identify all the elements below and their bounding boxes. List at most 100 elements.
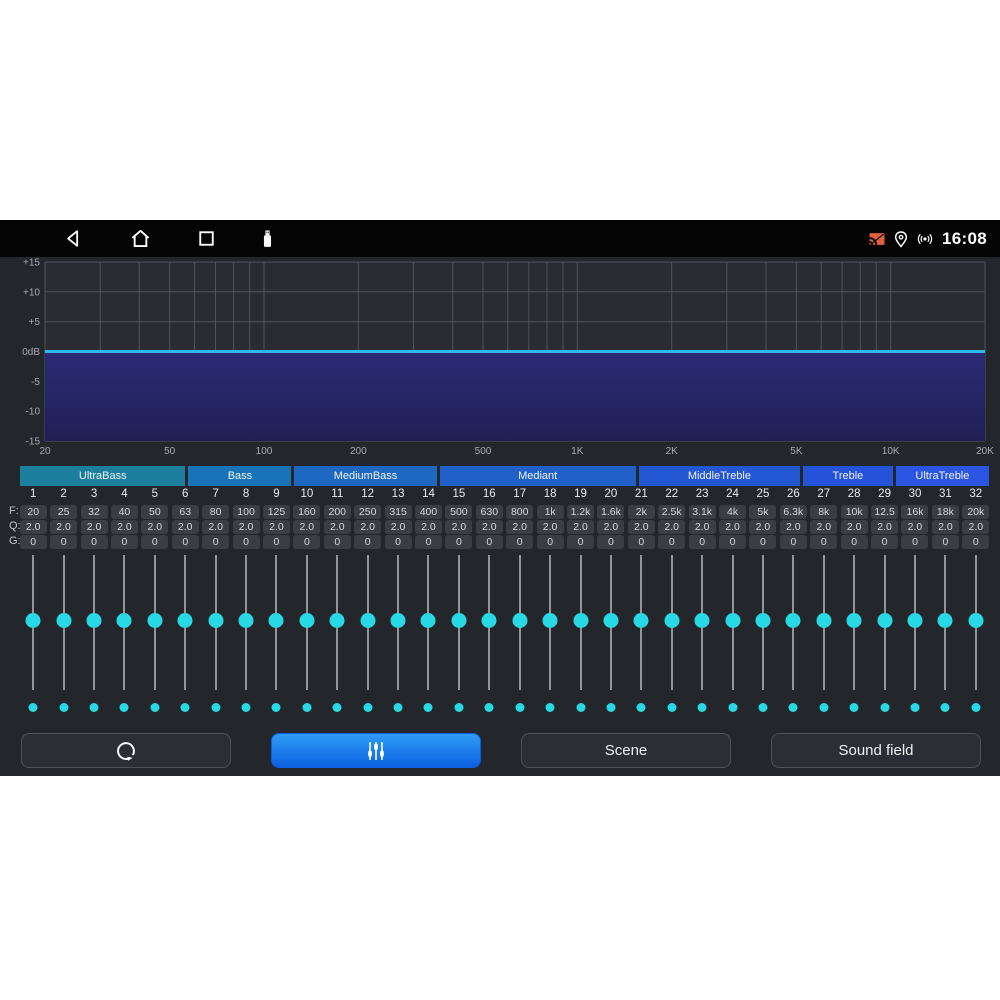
reset-button[interactable]	[21, 733, 231, 768]
freq-box-24[interactable]: 4k	[717, 504, 747, 519]
q-box-17[interactable]: 2.0	[505, 519, 535, 534]
slider-knob[interactable]	[25, 613, 41, 628]
freq-box-7[interactable]: 80	[200, 504, 230, 519]
freq-box-9[interactable]: 125	[261, 504, 291, 519]
gain-box-value[interactable]: 0	[536, 534, 564, 549]
gain-box-value[interactable]: 0	[232, 534, 260, 549]
band-segment-ultratreble[interactable]: UltraTreble	[895, 466, 990, 486]
freq-box-25[interactable]: 5k	[748, 504, 778, 519]
gain-box-value[interactable]: 0	[262, 534, 290, 549]
freq-box-value[interactable]: 2k	[627, 504, 655, 519]
freq-box-13[interactable]: 315	[383, 504, 413, 519]
q-box-14[interactable]: 2.0	[413, 519, 443, 534]
freq-box-14[interactable]: 400	[413, 504, 443, 519]
gain-box-12[interactable]: 0	[352, 534, 382, 549]
freq-box-4[interactable]: 40	[109, 504, 139, 519]
gain-box-value[interactable]: 0	[658, 534, 686, 549]
freq-box-value[interactable]: 4k	[719, 504, 747, 519]
q-box-7[interactable]: 2.0	[200, 519, 230, 534]
gain-box-value[interactable]: 0	[810, 534, 838, 549]
slider-knob[interactable]	[725, 613, 741, 628]
gain-box-value[interactable]: 0	[719, 534, 747, 549]
q-box-value[interactable]: 2.0	[719, 519, 747, 534]
slider-knob[interactable]	[603, 613, 619, 628]
slider-knob[interactable]	[451, 613, 467, 628]
freq-box-18[interactable]: 1k	[535, 504, 565, 519]
q-box-4[interactable]: 2.0	[109, 519, 139, 534]
gain-box-value[interactable]: 0	[779, 534, 807, 549]
gain-box-16[interactable]: 0	[474, 534, 504, 549]
gain-box-9[interactable]: 0	[261, 534, 291, 549]
gain-box-value[interactable]: 0	[50, 534, 78, 549]
gain-box-13[interactable]: 0	[383, 534, 413, 549]
slider-knob[interactable]	[755, 613, 771, 628]
slider-knob[interactable]	[664, 613, 680, 628]
gain-box-28[interactable]: 0	[839, 534, 869, 549]
q-box-22[interactable]: 2.0	[657, 519, 687, 534]
slider-knob[interactable]	[846, 613, 862, 628]
freq-box-value[interactable]: 250	[354, 504, 382, 519]
gain-box-value[interactable]: 0	[141, 534, 169, 549]
slider-knob[interactable]	[56, 613, 72, 628]
gain-box-value[interactable]: 0	[354, 534, 382, 549]
freq-box-value[interactable]: 63	[171, 504, 199, 519]
home-icon[interactable]	[128, 226, 153, 251]
freq-box-value[interactable]: 10k	[840, 504, 868, 519]
freq-box-17[interactable]: 800	[505, 504, 535, 519]
slider-knob[interactable]	[968, 613, 984, 628]
freq-box-15[interactable]: 500	[444, 504, 474, 519]
freq-box-value[interactable]: 3.1k	[688, 504, 716, 519]
slider-knob[interactable]	[268, 613, 284, 628]
gain-box-15[interactable]: 0	[444, 534, 474, 549]
q-box-2[interactable]: 2.0	[48, 519, 78, 534]
q-box-value[interactable]: 2.0	[141, 519, 169, 534]
slider-knob[interactable]	[907, 613, 923, 628]
slider-knob[interactable]	[785, 613, 801, 628]
gain-box-23[interactable]: 0	[687, 534, 717, 549]
freq-box-23[interactable]: 3.1k	[687, 504, 717, 519]
freq-box-value[interactable]: 32	[80, 504, 108, 519]
freq-box-32[interactable]: 20k	[961, 504, 991, 519]
freq-box-22[interactable]: 2.5k	[657, 504, 687, 519]
slider-knob[interactable]	[390, 613, 406, 628]
sound-field-button[interactable]: Sound field	[771, 733, 981, 768]
freq-box-10[interactable]: 160	[292, 504, 322, 519]
band-segment-mediant[interactable]: Mediant	[439, 466, 636, 486]
freq-box-value[interactable]: 6.3k	[779, 504, 807, 519]
slider-knob[interactable]	[238, 613, 254, 628]
slider-knob[interactable]	[299, 613, 315, 628]
freq-box-value[interactable]: 800	[506, 504, 534, 519]
freq-box-value[interactable]: 160	[293, 504, 321, 519]
gain-box-value[interactable]: 0	[475, 534, 503, 549]
q-box-24[interactable]: 2.0	[717, 519, 747, 534]
slider-knob[interactable]	[116, 613, 132, 628]
q-box-value[interactable]: 2.0	[901, 519, 929, 534]
q-box-21[interactable]: 2.0	[626, 519, 656, 534]
freq-box-value[interactable]: 315	[384, 504, 412, 519]
freq-box-value[interactable]: 16k	[901, 504, 929, 519]
slider-knob[interactable]	[360, 613, 376, 628]
gain-box-value[interactable]: 0	[110, 534, 138, 549]
q-box-32[interactable]: 2.0	[961, 519, 991, 534]
q-box-31[interactable]: 2.0	[930, 519, 960, 534]
freq-box-16[interactable]: 630	[474, 504, 504, 519]
freq-box-value[interactable]: 400	[414, 504, 442, 519]
gain-box-value[interactable]: 0	[931, 534, 959, 549]
freq-box-value[interactable]: 50	[141, 504, 169, 519]
freq-box-1[interactable]: 20	[18, 504, 48, 519]
q-box-value[interactable]: 2.0	[962, 519, 990, 534]
slider-knob[interactable]	[633, 613, 649, 628]
q-box-value[interactable]: 2.0	[384, 519, 412, 534]
freq-box-5[interactable]: 50	[140, 504, 170, 519]
slider-knob[interactable]	[542, 613, 558, 628]
freq-box-value[interactable]: 18k	[931, 504, 959, 519]
freq-box-value[interactable]: 40	[110, 504, 138, 519]
gain-box-value[interactable]: 0	[962, 534, 990, 549]
freq-box-value[interactable]: 125	[262, 504, 290, 519]
gain-box-value[interactable]: 0	[19, 534, 47, 549]
q-box-1[interactable]: 2.0	[18, 519, 48, 534]
q-box-10[interactable]: 2.0	[292, 519, 322, 534]
gain-box-value[interactable]: 0	[445, 534, 473, 549]
freq-box-28[interactable]: 10k	[839, 504, 869, 519]
freq-box-27[interactable]: 8k	[809, 504, 839, 519]
